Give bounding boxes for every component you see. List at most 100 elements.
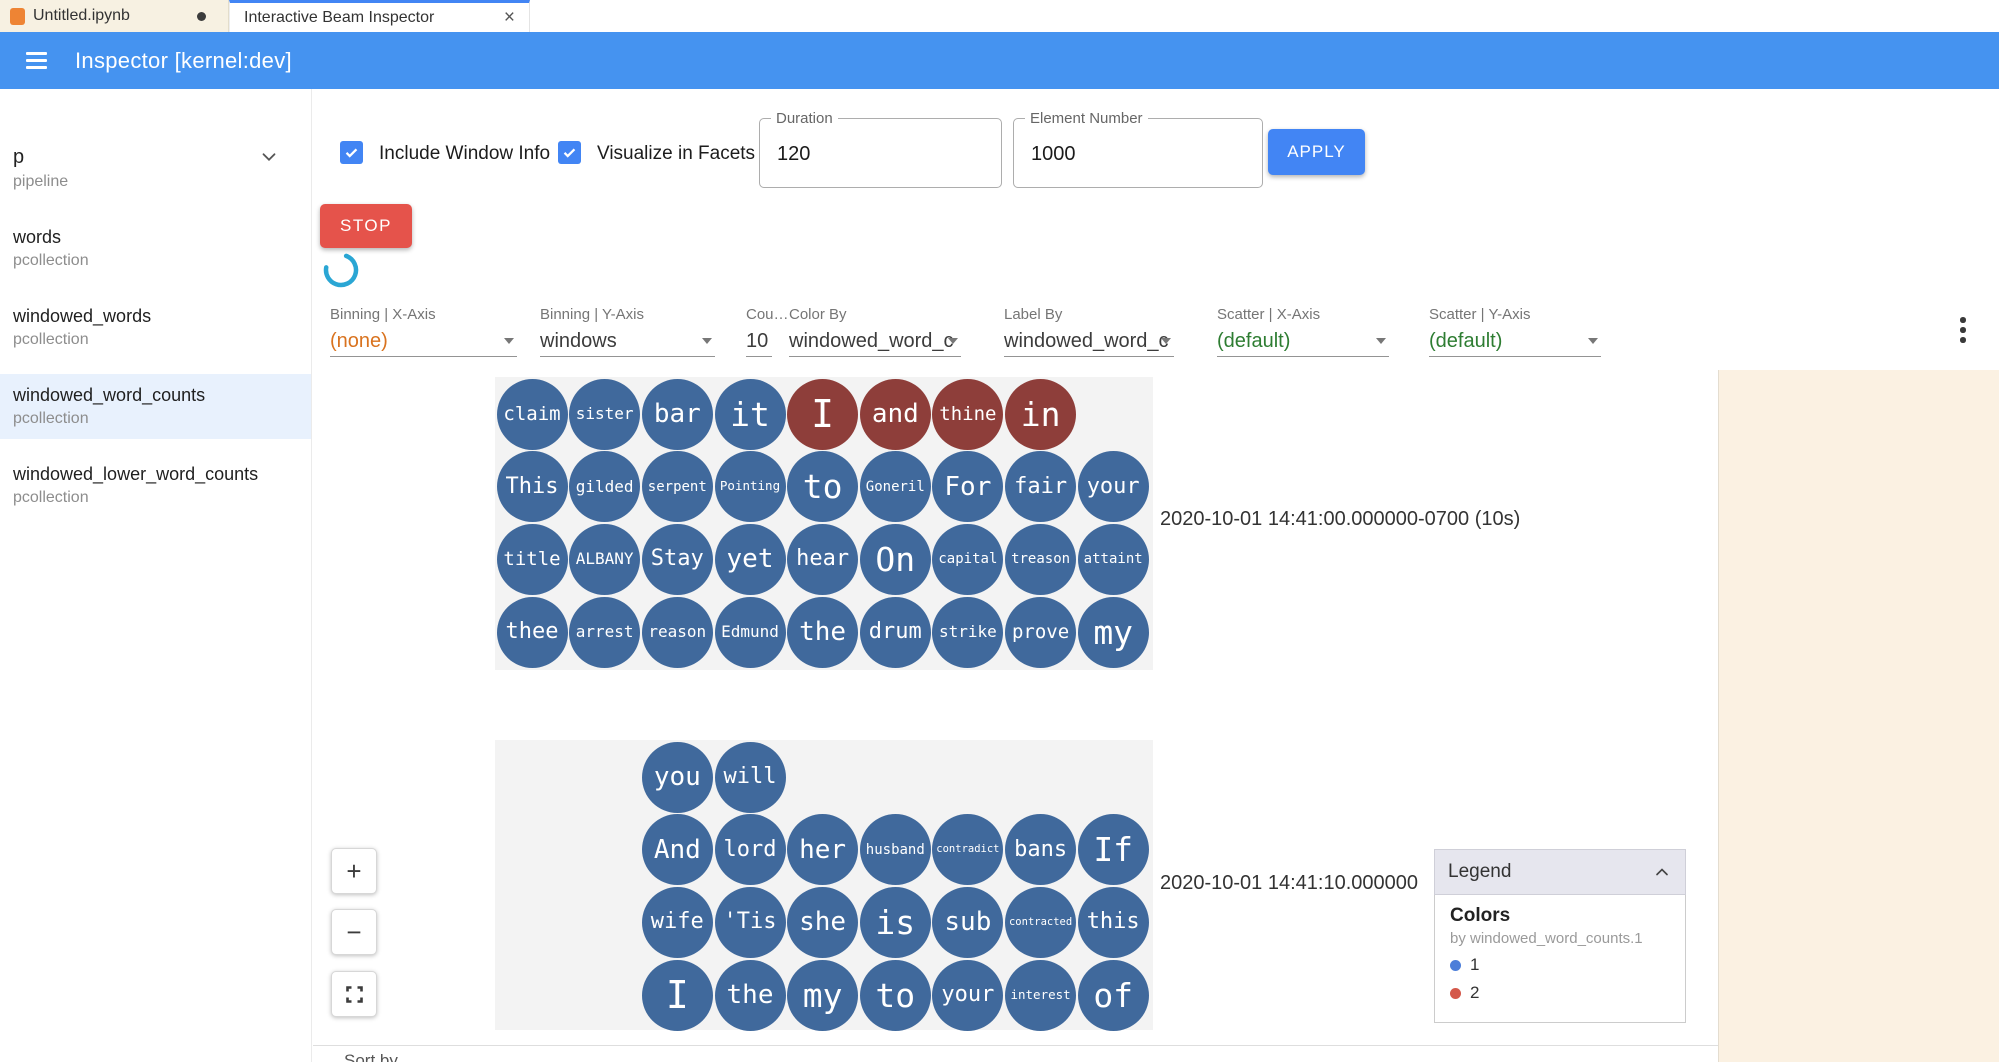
word-bubble[interactable]: gilded <box>569 451 641 523</box>
word-bubble[interactable]: attaint <box>1077 523 1149 595</box>
word-bubble[interactable]: Pointing <box>714 451 786 523</box>
stop-button[interactable]: STOP <box>320 204 412 248</box>
fullscreen-button[interactable] <box>331 971 377 1017</box>
word-bubble[interactable]: and <box>859 378 931 450</box>
word-bubble[interactable]: bans <box>1005 814 1077 886</box>
legend-item-1[interactable]: 1 <box>1450 955 1670 975</box>
legend-item-label: 2 <box>1470 983 1480 1002</box>
word-bubble[interactable]: drum <box>859 596 931 668</box>
dropdown-arrow-icon <box>1161 338 1171 344</box>
word-bubble[interactable]: For <box>932 451 1004 523</box>
include-window-info-checkbox[interactable] <box>340 141 363 164</box>
pcollection-name: windowed_words <box>13 306 152 326</box>
word-bubble[interactable]: 'Tis <box>714 886 786 958</box>
word-bubble[interactable]: I <box>787 378 859 450</box>
word-bubble[interactable]: she <box>787 886 859 958</box>
pipeline-header[interactable]: p pipeline <box>0 145 311 192</box>
word-bubble[interactable]: the <box>787 596 859 668</box>
bottom-divider <box>313 1045 1718 1046</box>
word-bubble[interactable]: serpent <box>641 451 713 523</box>
word-bubble[interactable]: treason <box>1005 523 1077 595</box>
chevron-up-icon[interactable] <box>1652 862 1672 882</box>
sidebar-item-words[interactable]: words pcollection <box>0 216 311 281</box>
visualize-in-facets-label[interactable]: Visualize in Facets <box>597 143 756 164</box>
include-window-info-label[interactable]: Include Window Info <box>379 143 551 164</box>
word-bubble[interactable]: If <box>1077 814 1149 886</box>
tab-untitled-notebook[interactable]: Untitled.ipynb <box>0 0 229 32</box>
chevron-down-icon[interactable] <box>258 146 280 168</box>
word-bubble[interactable]: will <box>714 741 786 813</box>
word-bubble[interactable]: wife <box>641 886 713 958</box>
dropdown-binning-x-axis[interactable]: Binning | X-Axis (none) <box>330 306 517 357</box>
word-bubble[interactable]: husband <box>859 814 931 886</box>
word-bubble[interactable]: arrest <box>569 596 641 668</box>
word-bubble[interactable]: strike <box>932 596 1004 668</box>
word-bubble[interactable]: this <box>1077 886 1149 958</box>
word-bubble[interactable]: to <box>859 959 931 1031</box>
word-bubble[interactable]: your <box>932 959 1004 1031</box>
word-bubble[interactable]: reason <box>641 596 713 668</box>
legend-item-2[interactable]: 2 <box>1450 983 1670 1003</box>
duration-field[interactable]: Duration <box>759 110 1002 188</box>
dropdown-cou[interactable]: Cou… 10 <box>746 306 789 357</box>
word-bubble[interactable]: contradict <box>932 814 1004 886</box>
word-bubble[interactable]: sister <box>569 378 641 450</box>
zoom-in-button[interactable]: + <box>331 848 377 894</box>
word-bubble[interactable]: the <box>714 959 786 1031</box>
more-options-kebab-icon[interactable] <box>1958 315 1968 345</box>
word-bubble[interactable]: thine <box>932 378 1004 450</box>
word-bubble[interactable]: your <box>1077 451 1149 523</box>
word-bubble[interactable]: of <box>1077 959 1149 1031</box>
tab-interactive-beam-inspector[interactable]: Interactive Beam Inspector × <box>229 0 530 32</box>
apply-button[interactable]: APPLY <box>1268 129 1365 175</box>
word-bubble[interactable]: On <box>859 523 931 595</box>
word-bubble[interactable]: to <box>787 451 859 523</box>
dropdown-arrow-icon <box>1588 338 1598 344</box>
word-bubble[interactable]: Edmund <box>714 596 786 668</box>
word-bubble[interactable]: ALBANY <box>569 523 641 595</box>
word-bubble[interactable]: sub <box>932 886 1004 958</box>
word-bubble[interactable]: capital <box>932 523 1004 595</box>
word-bubble[interactable]: lord <box>714 814 786 886</box>
close-tab-icon[interactable]: × <box>503 7 515 28</box>
word-bubble[interactable]: title <box>496 523 568 595</box>
word-bubble[interactable]: bar <box>641 378 713 450</box>
dropdown-color-by[interactable]: Color By windowed_word_c <box>789 306 961 357</box>
menu-icon[interactable] <box>26 52 47 69</box>
word-bubble[interactable]: Goneril <box>859 451 931 523</box>
legend-header[interactable]: Legend <box>1434 849 1686 895</box>
element-number-field[interactable]: Element Number <box>1013 110 1263 188</box>
word-bubble[interactable]: hear <box>787 523 859 595</box>
word-bubble[interactable]: it <box>714 378 786 450</box>
pcollection-list: words pcollection windowed_words pcollectio… <box>0 216 311 518</box>
dropdown-label-by[interactable]: Label By windowed_word_c <box>1004 306 1174 357</box>
word-bubble[interactable]: her <box>787 814 859 886</box>
element-number-input[interactable] <box>1029 142 1219 167</box>
word-bubble[interactable]: you <box>641 741 713 813</box>
duration-input[interactable] <box>775 142 960 167</box>
word-bubble[interactable]: interest <box>1005 959 1077 1031</box>
word-bubble[interactable]: thee <box>496 596 568 668</box>
dropdown-binning-y-axis[interactable]: Binning | Y-Axis windows <box>540 306 715 357</box>
visualize-in-facets-checkbox[interactable] <box>558 141 581 164</box>
word-bubble[interactable]: This <box>496 451 568 523</box>
dropdown-scatter-y-axis[interactable]: Scatter | Y-Axis (default) <box>1429 306 1601 357</box>
word-bubble[interactable]: my <box>1077 596 1149 668</box>
word-bubble[interactable]: in <box>1005 378 1077 450</box>
word-bubble[interactable]: fair <box>1005 451 1077 523</box>
sidebar-item-windowed_word_counts[interactable]: windowed_word_counts pcollection <box>0 374 311 439</box>
word-bubble[interactable]: claim <box>496 378 568 450</box>
word-bubble[interactable]: prove <box>1005 596 1077 668</box>
dropdown-scatter-x-axis[interactable]: Scatter | X-Axis (default) <box>1217 306 1389 357</box>
word-bubble[interactable]: yet <box>714 523 786 595</box>
zoom-out-button[interactable]: − <box>331 909 377 955</box>
word-bubble[interactable]: contracted <box>1005 886 1077 958</box>
word-bubble[interactable]: And <box>641 814 713 886</box>
dropdown-value: (default) <box>1429 330 1503 352</box>
word-bubble[interactable]: is <box>859 886 931 958</box>
sidebar-item-windowed_words[interactable]: windowed_words pcollection <box>0 295 311 360</box>
sidebar-item-windowed_lower_word_counts[interactable]: windowed_lower_word_counts pcollection <box>0 453 311 518</box>
word-bubble[interactable]: Stay <box>641 523 713 595</box>
word-bubble[interactable]: I <box>641 959 713 1031</box>
word-bubble[interactable]: my <box>787 959 859 1031</box>
